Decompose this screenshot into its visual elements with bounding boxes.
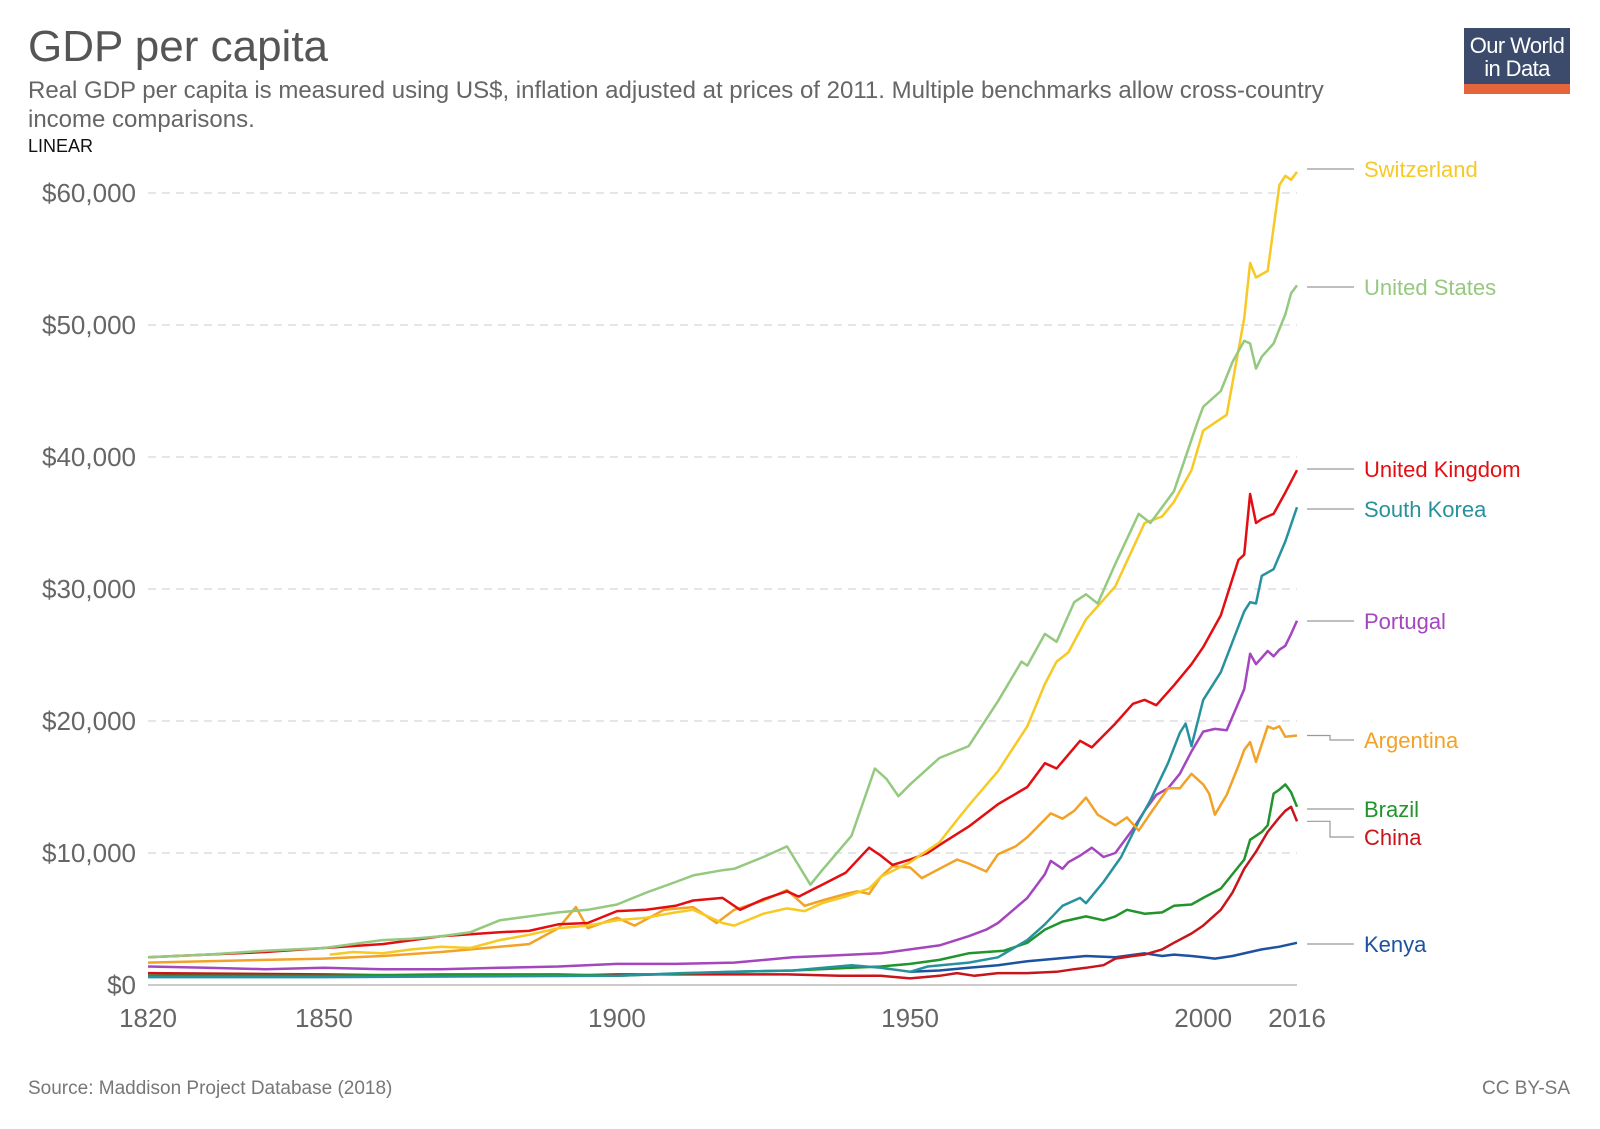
legend-connector [1307, 734, 1354, 741]
series-line-switzerland[interactable] [329, 171, 1299, 956]
legend-item-south-korea[interactable]: South Korea [1307, 497, 1487, 522]
series-lines [147, 171, 1299, 980]
source-note[interactable]: Source: Maddison Project Database (2018) [28, 1078, 393, 1099]
license-link[interactable]: CC BY-SA [1482, 1078, 1570, 1099]
legend-label: Argentina [1364, 728, 1459, 753]
series-line-china[interactable] [147, 805, 1299, 980]
legend-item-switzerland[interactable]: Switzerland [1307, 157, 1478, 182]
legend-item-brazil[interactable]: Brazil [1307, 797, 1419, 822]
grid-lines [148, 192, 1297, 986]
scale-toggle[interactable]: LINEAR [28, 136, 94, 156]
x-tick-label: 2016 [1268, 1003, 1326, 1033]
chart-title: GDP per capita [28, 22, 329, 71]
legend-label: Portugal [1364, 609, 1446, 634]
logo-accent-bar [1464, 84, 1570, 94]
y-tick-label: $60,000 [42, 178, 136, 208]
x-tick-label: 2000 [1174, 1003, 1232, 1033]
legend-label: Kenya [1364, 932, 1427, 957]
y-tick-label: $0 [107, 970, 136, 1000]
legend-label: China [1364, 825, 1422, 850]
y-tick-label: $20,000 [42, 706, 136, 736]
logo-line-1: Our World [1469, 33, 1565, 58]
series-line-united-states[interactable] [147, 284, 1299, 959]
legend-item-portugal[interactable]: Portugal [1307, 609, 1446, 634]
y-tick-label: $10,000 [42, 838, 136, 868]
y-tick-label: $40,000 [42, 442, 136, 472]
legend-label: United States [1364, 275, 1496, 300]
logo-line-2: in Data [1484, 56, 1550, 81]
legend-connector [1307, 820, 1354, 838]
y-tick-label: $50,000 [42, 310, 136, 340]
legend-item-argentina[interactable]: Argentina [1307, 728, 1459, 753]
x-tick-label: 1820 [119, 1003, 177, 1033]
series-line-south-korea[interactable] [148, 506, 1299, 979]
x-tick-label: 1950 [881, 1003, 939, 1033]
legend-label: Switzerland [1364, 157, 1478, 182]
series-line-kenya[interactable] [910, 941, 1298, 974]
legend-label: Brazil [1364, 797, 1419, 822]
legend-label: United Kingdom [1364, 457, 1521, 482]
x-tick-label: 1850 [295, 1003, 353, 1033]
x-tick-label: 1900 [588, 1003, 646, 1033]
legend-label: South Korea [1364, 497, 1487, 522]
y-axis-ticks: $0 $10,000 $20,000 $30,000 $40,000 $50,000 $60… [42, 178, 136, 1000]
legend-labels: Switzerland United States United Kingdom So… [1307, 157, 1521, 957]
series-line-argentina[interactable] [147, 725, 1298, 964]
owid-logo[interactable]: Our World in Data [1464, 28, 1570, 94]
legend-item-kenya[interactable]: Kenya [1307, 932, 1427, 957]
legend-item-united-kingdom[interactable]: United Kingdom [1307, 457, 1521, 482]
chart-subtitle: Real GDP per capita is measured using US… [28, 77, 1324, 133]
series-line-portugal[interactable] [147, 620, 1299, 971]
legend-item-united-states[interactable]: United States [1307, 275, 1496, 300]
x-axis-ticks: 1820 1850 1900 1950 2000 2016 [119, 1003, 1326, 1033]
y-tick-label: $30,000 [42, 574, 136, 604]
legend-item-china[interactable]: China [1307, 820, 1422, 850]
